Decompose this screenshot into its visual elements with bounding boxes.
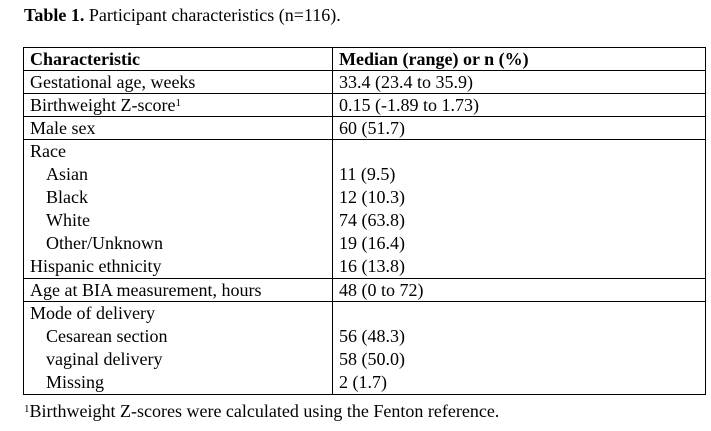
race-group-label: Race bbox=[30, 141, 66, 161]
race-black-label: Black bbox=[46, 187, 88, 207]
delivery-missing-label: Missing bbox=[46, 372, 105, 392]
header-median-range: Median (range) or n (%) bbox=[332, 47, 706, 71]
row-value-birthweight: 0.15 (-1.89 to 1.73) bbox=[332, 93, 706, 117]
table-row: Gestational age, weeks 33.4 (23.4 to 35.… bbox=[23, 70, 706, 94]
row-value-age-bia: 48 (0 to 72) bbox=[332, 278, 706, 302]
footnote-marker: 1 bbox=[24, 403, 30, 415]
race-labels-cell: Race Asian Black White Other/Unknown His… bbox=[23, 139, 333, 279]
table-row: Male sex 60 (51.7) bbox=[23, 116, 706, 140]
delivery-cesarean-value: 56 (48.3) bbox=[339, 326, 405, 346]
row-label-age-bia: Age at BIA measurement, hours bbox=[23, 278, 333, 302]
footnote-text: Birthweight Z-scores were calculated usi… bbox=[29, 401, 500, 421]
race-black-value: 12 (10.3) bbox=[339, 187, 405, 207]
delivery-vaginal-value: 58 (50.0) bbox=[339, 349, 405, 369]
table-row: Age at BIA measurement, hours 48 (0 to 7… bbox=[23, 278, 706, 302]
table-row-delivery: Mode of delivery Cesarean section vagina… bbox=[23, 301, 706, 395]
delivery-group-label: Mode of delivery bbox=[30, 303, 155, 323]
delivery-missing-value: 2 (1.7) bbox=[339, 372, 387, 392]
table-caption-label: Table 1. bbox=[24, 5, 85, 25]
race-white-label: White bbox=[46, 210, 90, 230]
table-caption: Table 1. Participant characteristics (n=… bbox=[24, 4, 341, 26]
race-values-cell: 11 (9.5) 12 (10.3) 74 (63.8) 19 (16.4) 1… bbox=[332, 139, 706, 279]
race-asian-value: 11 (9.5) bbox=[339, 164, 396, 184]
race-other-label: Other/Unknown bbox=[46, 233, 163, 253]
race-other-value: 19 (16.4) bbox=[339, 233, 405, 253]
row-value-male-sex: 60 (51.7) bbox=[332, 116, 706, 140]
footnote-marker: 1 bbox=[175, 97, 181, 109]
row-label-male-sex: Male sex bbox=[23, 116, 333, 140]
race-white-value: 74 (63.8) bbox=[339, 210, 405, 230]
delivery-group-spacer bbox=[339, 302, 699, 325]
race-asian-label: Asian bbox=[46, 164, 88, 184]
delivery-values-cell: 56 (48.3) 58 (50.0) 2 (1.7) bbox=[332, 301, 706, 395]
table-footnote: 1Birthweight Z-scores were calculated us… bbox=[24, 400, 499, 422]
table-header-row: Characteristic Median (range) or n (%) bbox=[23, 47, 706, 71]
table-row-race: Race Asian Black White Other/Unknown His… bbox=[23, 139, 706, 279]
delivery-labels-cell: Mode of delivery Cesarean section vagina… bbox=[23, 301, 333, 395]
hispanic-ethnicity-value: 16 (13.8) bbox=[339, 256, 405, 276]
table-row: Birthweight Z-score1 0.15 (-1.89 to 1.73… bbox=[23, 93, 706, 117]
race-group-spacer bbox=[339, 140, 699, 163]
row-label-birthweight: Birthweight Z-score1 bbox=[23, 93, 333, 117]
delivery-cesarean-label: Cesarean section bbox=[46, 326, 168, 346]
hispanic-ethnicity-label: Hispanic ethnicity bbox=[30, 256, 162, 276]
row-label-gestational-age: Gestational age, weeks bbox=[23, 70, 333, 94]
birthweight-label-text: Birthweight Z-score bbox=[30, 95, 176, 115]
table-caption-text: Participant characteristics (n=116). bbox=[88, 5, 341, 25]
header-characteristic: Characteristic bbox=[23, 47, 333, 71]
participant-characteristics-table: Characteristic Median (range) or n (%) G… bbox=[23, 47, 706, 395]
delivery-vaginal-label: vaginal delivery bbox=[46, 349, 163, 369]
row-value-gestational-age: 33.4 (23.4 to 35.9) bbox=[332, 70, 706, 94]
